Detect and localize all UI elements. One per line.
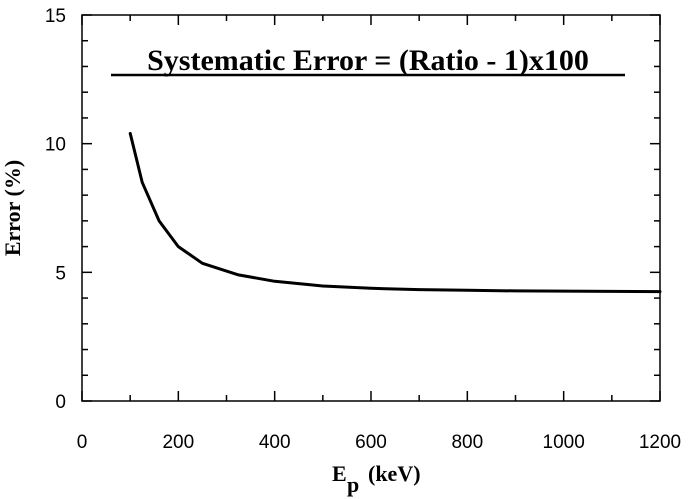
x-axis-title-unit: (keV): [368, 461, 421, 486]
x-axis-title-main: E: [332, 461, 347, 486]
annotation-text: Systematic Error = (Ratio - 1)x100: [147, 44, 589, 77]
y-tick-label: 5: [55, 263, 66, 284]
y-axis-title: Error (%): [0, 160, 25, 256]
x-tick-label: 400: [259, 432, 291, 453]
y-tick-label: 15: [45, 6, 66, 27]
series-line: [128, 131, 662, 294]
x-tick-label: 1000: [543, 432, 585, 453]
x-tick-label: 600: [355, 432, 387, 453]
x-axis-title-sub: p: [347, 472, 359, 497]
x-tick-label: 0: [77, 432, 88, 453]
x-tick-label: 200: [162, 432, 194, 453]
y-tick-label: 10: [45, 135, 66, 156]
x-tick-label: 800: [451, 432, 483, 453]
y-tick-label: 0: [55, 392, 66, 413]
x-tick-label: 1200: [639, 432, 681, 453]
tick-labels-layer: 0 200 400 600 800 1000 1200 0 5 10 15: [45, 6, 681, 453]
x-axis-title: E p (keV): [332, 461, 421, 497]
ticks-layer: [81, 14, 661, 402]
